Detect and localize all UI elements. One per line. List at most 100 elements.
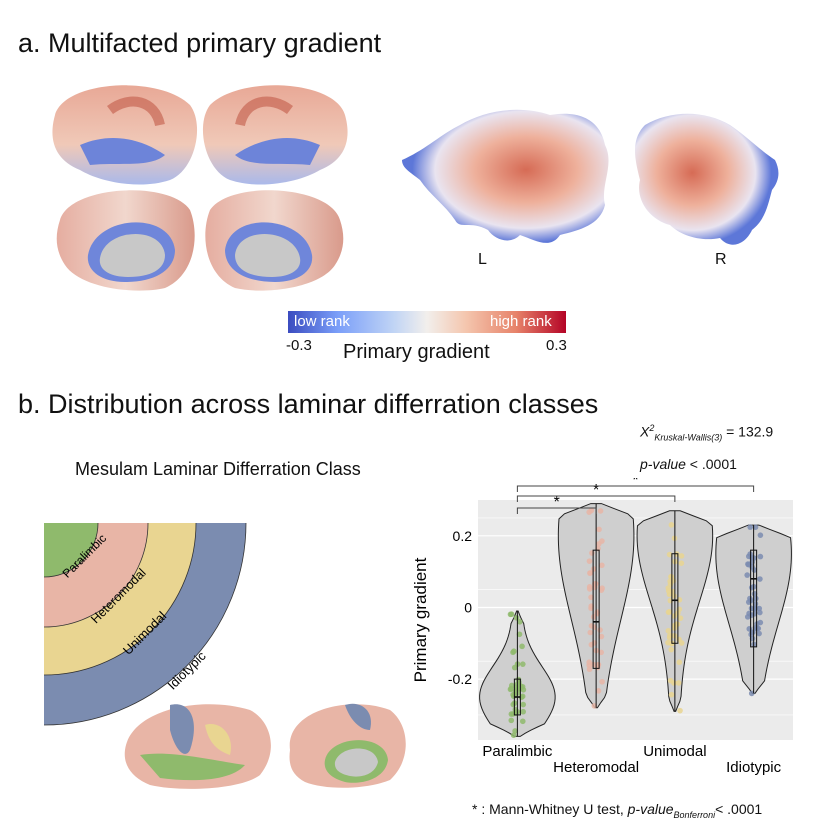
colorbar-label: Primary gradient	[343, 341, 490, 363]
data-point	[678, 553, 685, 559]
data-point	[677, 707, 683, 714]
brain-lateral-left	[52, 85, 198, 185]
data-point	[665, 588, 672, 594]
data-point	[751, 567, 758, 573]
data-point	[597, 627, 603, 633]
data-point	[671, 680, 677, 686]
data-point	[513, 615, 520, 621]
data-point	[511, 664, 518, 671]
ring-paralimbic	[44, 523, 98, 577]
y-tick-label: -0.2	[448, 671, 472, 687]
chi-value: = 132.9	[722, 423, 774, 440]
data-point	[757, 609, 763, 616]
data-point	[598, 633, 605, 640]
data-point	[586, 659, 592, 666]
x-label-heteromodal: Heteromodal	[553, 759, 639, 776]
sig-star: *	[632, 478, 638, 489]
data-point	[671, 593, 677, 599]
data-point	[668, 522, 675, 528]
laminar-class-diagram: Paralimbic Heteromodal Unimodal Idiotypi…	[44, 523, 247, 726]
data-point	[599, 585, 605, 592]
flatmap-left	[402, 109, 609, 243]
x-label-paralimbic: Paralimbic	[482, 743, 553, 760]
data-point	[520, 661, 526, 667]
data-point	[598, 649, 604, 656]
p-value-label: p-value	[640, 456, 686, 472]
data-point	[519, 643, 525, 650]
x-label-idiotypic: Idiotypic	[726, 759, 782, 776]
sig-star: *	[554, 494, 560, 511]
p-value-value: < .0001	[685, 456, 737, 472]
footnote-tail: < .0001	[715, 801, 763, 817]
flatmap-right	[635, 113, 779, 245]
chi-symbol: X	[640, 423, 650, 440]
violins	[479, 503, 792, 738]
chi-superscript: 2	[649, 423, 655, 433]
hemi-right-label: R	[715, 251, 727, 268]
x-label-unimodal: Unimodal	[643, 743, 706, 760]
data-point	[589, 550, 595, 556]
data-point	[520, 701, 527, 708]
colorbar	[288, 311, 566, 333]
p-value-stat: p-value < .0001	[640, 456, 737, 472]
data-point	[508, 682, 515, 689]
data-point	[757, 619, 764, 626]
data-point	[754, 625, 760, 632]
data-point	[757, 532, 764, 538]
class-brain-maps	[124, 703, 406, 789]
data-point	[744, 572, 751, 578]
data-point	[676, 659, 683, 666]
data-point	[590, 566, 597, 572]
data-point	[586, 666, 593, 673]
data-point	[599, 538, 605, 544]
sig-bracket	[516, 507, 597, 514]
data-point	[586, 558, 593, 564]
data-point	[666, 609, 673, 615]
brain-lateral-right	[202, 85, 348, 185]
data-point	[515, 690, 521, 696]
data-point	[675, 680, 682, 686]
significance-brackets: * * *	[516, 478, 755, 514]
data-point	[745, 561, 751, 567]
hemi-left-label: L	[478, 251, 487, 268]
box	[750, 549, 758, 648]
data-point	[597, 508, 604, 514]
box	[671, 553, 679, 644]
data-point	[756, 630, 762, 637]
data-point	[586, 584, 593, 590]
panel-a-title: a. Multifacted primary gradient	[18, 28, 382, 58]
data-point	[747, 595, 753, 602]
colorbar-min: -0.3	[286, 337, 312, 354]
data-point	[665, 627, 672, 634]
data-point	[666, 551, 673, 558]
kruskal-wallis-stat: X2Kruskal-Wallis(3) = 132.9	[640, 423, 773, 442]
data-point	[678, 560, 685, 566]
box	[592, 549, 600, 669]
footnote: * : Mann-Whitney U test, p-valueBonferro…	[472, 801, 762, 820]
sig-bracket	[516, 495, 676, 502]
data-point	[517, 618, 523, 625]
data-point	[519, 718, 526, 725]
data-point	[587, 570, 594, 576]
data-point	[666, 634, 673, 641]
data-point	[512, 728, 518, 734]
sig-bracket	[516, 485, 755, 492]
y-tick-label: 0.2	[453, 528, 473, 544]
brain-medial-right	[205, 190, 344, 291]
brain-surface-maps: L R	[52, 85, 779, 291]
chi-subscript: Kruskal-Wallis(3)	[654, 432, 723, 443]
data-point	[508, 711, 515, 717]
data-point	[588, 507, 595, 514]
colorbar-high-text: high rank	[490, 313, 552, 330]
data-point	[599, 562, 605, 569]
footnote-star: *	[472, 801, 478, 817]
data-point	[588, 594, 594, 601]
footnote-p: p-value	[627, 801, 674, 817]
data-point	[510, 701, 517, 708]
data-point	[757, 576, 763, 582]
data-point	[511, 648, 517, 655]
panel-b-title: b. Distribution across laminar differrat…	[18, 389, 599, 419]
data-point	[665, 639, 671, 646]
